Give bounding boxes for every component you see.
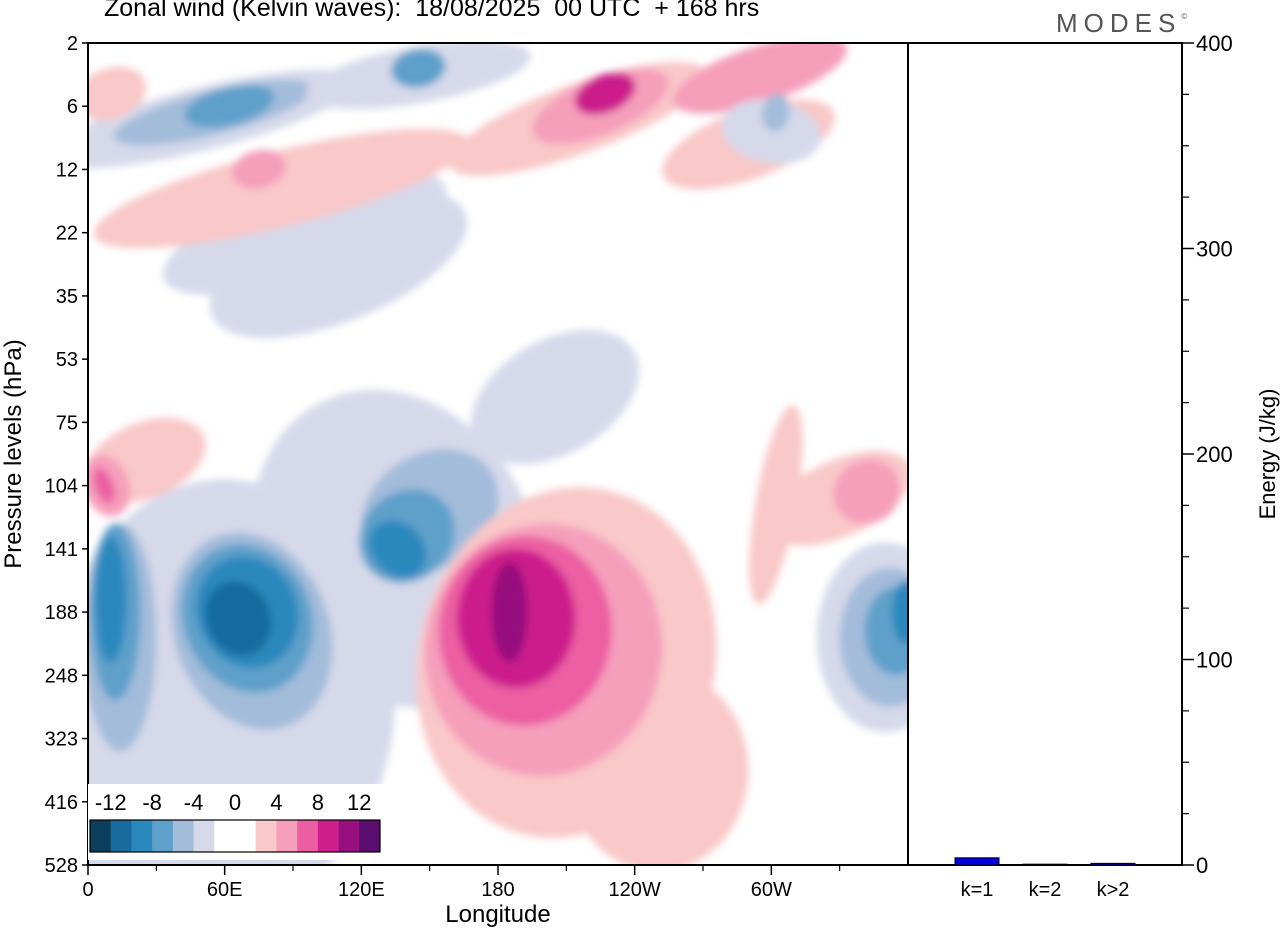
- colorbar-label: 4: [270, 790, 282, 815]
- easterly-contour: [205, 581, 272, 656]
- westerly-contour: [88, 66, 147, 121]
- energy-category-label: k=2: [1029, 879, 1062, 901]
- y-tick-label: 75: [56, 412, 78, 434]
- colorbar-swatch: [152, 820, 174, 852]
- x-tick-label: 180: [481, 879, 514, 901]
- easterly-contour: [184, 84, 274, 128]
- heatmap-panel: [88, 43, 908, 865]
- colorbar-label: -8: [142, 790, 162, 815]
- x-axis-label: Longitude: [445, 901, 550, 928]
- easterly-contour: [892, 580, 908, 644]
- colorbar-swatch: [235, 820, 257, 852]
- energy-axis-label: Energy (J/kg): [1255, 389, 1280, 520]
- energy-tick-label: 400: [1196, 31, 1233, 56]
- colorbar-swatch: [359, 820, 381, 852]
- easterly-contour: [721, 99, 821, 164]
- westerly-contour: [672, 43, 848, 114]
- y-tick-label: 248: [45, 665, 78, 687]
- x-tick-label: 60E: [207, 879, 243, 901]
- x-tick-label: 120E: [338, 879, 385, 901]
- y-tick-label: 416: [45, 792, 78, 814]
- colorbar-swatch: [110, 820, 132, 852]
- energy-category-label: k=1: [961, 879, 994, 901]
- energy-tick-label: 300: [1196, 237, 1233, 262]
- colorbar-swatch: [255, 820, 277, 852]
- colorbar: -12 -8 -4 0 4 8 12: [88, 784, 398, 860]
- easterly-contour: [369, 520, 427, 578]
- energy-tick-label: 100: [1196, 648, 1233, 673]
- y-tick-label: 188: [45, 602, 78, 624]
- energy-bar-k>2: [1090, 862, 1136, 866]
- x-tick-label: 0: [82, 879, 93, 901]
- colorbar-swatch: [214, 820, 236, 852]
- energy-category-label: k>2: [1097, 879, 1130, 901]
- colorbar-label: 8: [312, 790, 324, 815]
- y-tick-label: 35: [56, 286, 78, 308]
- y-axis-label: Pressure levels (hPa): [0, 339, 27, 568]
- colorbar-swatch: [276, 820, 298, 852]
- easterly-contour: [94, 536, 127, 663]
- energy-bar-panel: 0 100 200 300 400 k=1 k=2 k>2: [907, 31, 1233, 901]
- colorbar-frame: [89, 819, 381, 853]
- colorbar-label: -4: [184, 790, 204, 815]
- y-tick-label: 6: [67, 96, 78, 118]
- y-tick-label: 528: [45, 855, 78, 877]
- colorbar-swatch: [193, 820, 215, 852]
- y-tick-label: 104: [45, 476, 78, 498]
- y-tick-label: 12: [56, 159, 78, 181]
- easterly-shading: [471, 329, 639, 465]
- y-tick-label: 323: [45, 729, 78, 751]
- chart-title: Zonal wind (Kelvin waves): 18/08/2025 00…: [104, 0, 760, 22]
- x-tick-label: 60W: [751, 879, 792, 901]
- y-tick-label: 53: [56, 349, 78, 371]
- energy-bar-k=2: [1022, 863, 1068, 866]
- modes-logo-text: MODES: [1056, 8, 1182, 38]
- energy-tick-label: 200: [1196, 442, 1233, 467]
- colorbar-swatch: [317, 820, 340, 852]
- westerly-contour: [749, 404, 803, 605]
- colorbar-swatch: [131, 820, 153, 852]
- westerly-contour: [93, 128, 470, 249]
- y-tick-label: 2: [67, 33, 78, 55]
- westerly-contour: [574, 72, 636, 115]
- y-tick-label: 141: [45, 539, 78, 561]
- westerly-contour: [833, 459, 901, 525]
- energy-frame: [907, 42, 1183, 866]
- colorbar-swatch: [172, 820, 195, 852]
- westerly-contour: [93, 467, 115, 504]
- colorbar-label: -12: [95, 790, 127, 815]
- easterly-contour: [762, 93, 790, 132]
- modes-logo: MODES©: [1056, 8, 1187, 39]
- y-tick-label: 22: [56, 223, 78, 245]
- easterly-contour: [162, 170, 446, 295]
- colorbar-swatch: [297, 820, 319, 852]
- energy-tick-label: 0: [1196, 853, 1208, 878]
- energy-bar-k=1: [954, 857, 1000, 866]
- westerly-contour: [231, 149, 286, 190]
- copyright-mark: ©: [1181, 12, 1188, 21]
- westerly-contour: [491, 561, 528, 663]
- colorbar-swatch: [338, 820, 360, 852]
- colorbar-swatch: [90, 820, 112, 852]
- x-tick-label: 120W: [609, 879, 661, 901]
- easterly-contour: [391, 49, 446, 88]
- colorbar-label: 12: [347, 790, 371, 815]
- colorbar-label: 0: [229, 790, 241, 815]
